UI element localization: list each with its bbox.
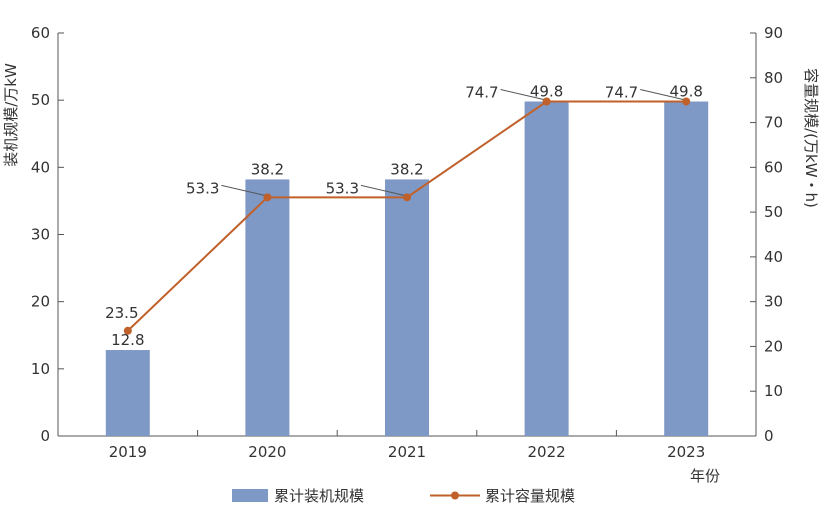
line-label-leader — [640, 89, 684, 100]
left-tick-label: 20 — [31, 293, 50, 311]
bar — [385, 179, 429, 436]
bar-series — [105, 101, 709, 436]
line-value-label: 53.3 — [186, 179, 219, 197]
left-tick-label: 10 — [31, 360, 50, 378]
right-tick-label: 10 — [764, 382, 783, 400]
right-tick-label: 70 — [764, 114, 783, 132]
x-tick-label: 2019 — [109, 443, 147, 461]
left-tick-label: 50 — [31, 91, 50, 109]
line-point — [403, 193, 411, 202]
line-value-label: 74.7 — [605, 84, 638, 102]
bar — [105, 350, 150, 436]
line-point — [263, 193, 272, 202]
legend-line-marker — [451, 491, 459, 500]
bar-value-label: 49.8 — [669, 83, 702, 101]
right-tick-label: 50 — [764, 203, 783, 221]
left-tick-label: 60 — [31, 24, 50, 42]
right-y-axis: 0 10 20 30 40 50 60 70 80 90 — [750, 24, 783, 445]
right-tick-label: 80 — [764, 69, 783, 87]
x-tick-label: 2021 — [388, 443, 426, 461]
line-series — [123, 97, 691, 335]
legend-bar-label: 累计装机规模 — [274, 487, 364, 505]
left-tick-label: 30 — [31, 226, 50, 244]
line-value-label: 53.3 — [326, 179, 359, 197]
right-tick-label: 90 — [764, 24, 783, 42]
x-axis-title: 年份 — [690, 467, 720, 485]
x-tick-label: 2020 — [248, 443, 286, 461]
line-label-leader — [360, 184, 405, 196]
line-point — [682, 97, 691, 106]
left-axis-title: 装机规模/万kW — [2, 63, 20, 167]
legend: 累计装机规模 累计容量规模 — [232, 487, 575, 505]
right-axis-title: 容量规模/(万kW・h) — [802, 68, 819, 208]
bar-value-label: 12.8 — [111, 331, 144, 349]
legend-line-label: 累计容量规模 — [485, 487, 575, 505]
line-value-label: 23.5 — [105, 304, 138, 322]
legend-bar-swatch — [232, 489, 268, 502]
left-y-axis: 0 10 20 30 40 50 60 — [31, 24, 64, 445]
line-point — [542, 97, 551, 106]
right-tick-label: 0 — [764, 427, 774, 445]
data-labels: 12.8 38.2 38.2 49.8 49.8 23.5 53.3 53.3 74.7 74.7 — [105, 83, 703, 350]
x-axis: 2019 2020 2021 2022 2023 — [58, 430, 756, 461]
right-tick-label: 60 — [764, 158, 783, 176]
right-tick-label: 30 — [764, 293, 783, 311]
line-point — [123, 326, 132, 335]
x-tick-label: 2022 — [528, 443, 566, 461]
bar-value-label: 49.8 — [530, 83, 563, 101]
bar-value-label: 38.2 — [251, 160, 284, 178]
left-tick-label: 0 — [40, 427, 50, 445]
line-label-leader — [221, 184, 265, 196]
left-tick-label: 40 — [31, 158, 50, 176]
right-tick-label: 40 — [764, 248, 783, 266]
line-value-label: 74.7 — [465, 84, 498, 102]
bar — [245, 179, 290, 436]
bar-value-label: 38.2 — [390, 160, 423, 178]
right-tick-label: 20 — [764, 337, 783, 355]
bar — [664, 101, 709, 436]
bar — [524, 101, 569, 436]
line-label-leader — [500, 89, 544, 100]
x-tick-label: 2023 — [667, 443, 705, 461]
